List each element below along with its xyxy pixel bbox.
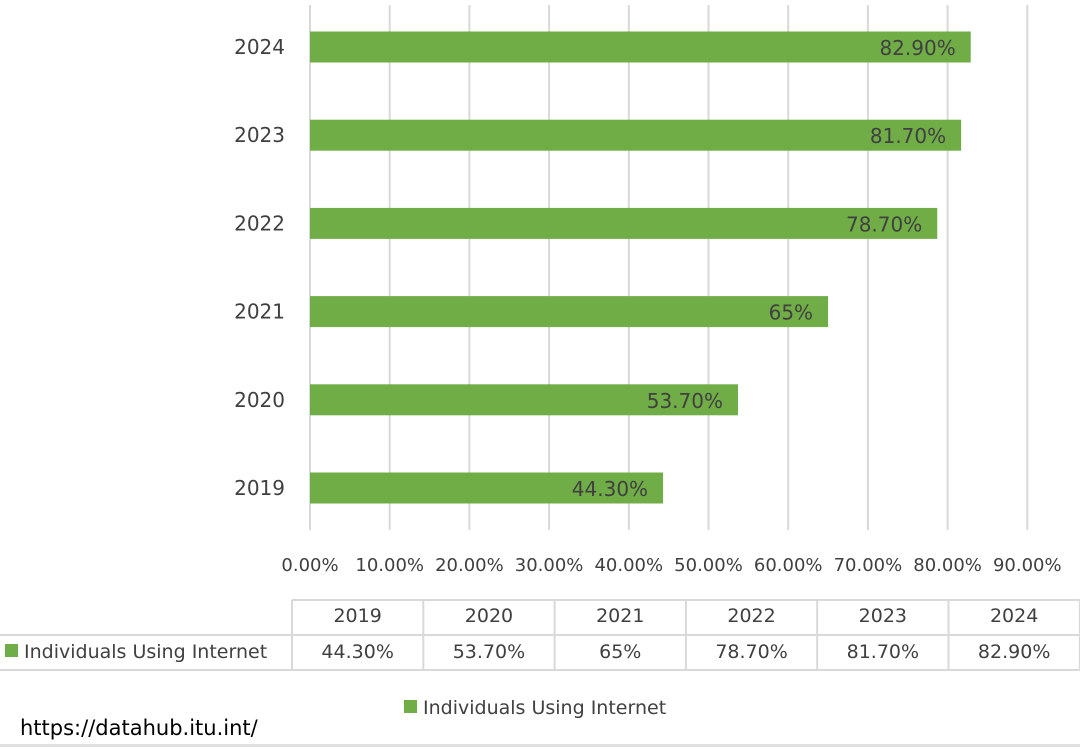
bar <box>310 384 738 416</box>
x-tick-label: 10.00% <box>355 555 424 576</box>
bar-data-label: 65% <box>769 301 813 325</box>
y-category-label: 2024 <box>234 35 285 59</box>
bar-data-label: 53.70% <box>647 389 723 413</box>
y-category-label: 2022 <box>234 211 285 235</box>
y-category-label: 2019 <box>234 476 285 500</box>
x-tick-label: 90.00% <box>993 555 1062 576</box>
bar <box>310 31 971 63</box>
bar <box>310 296 829 328</box>
table-header-cell: 2021 <box>596 605 644 627</box>
table-header-cell: 2020 <box>465 605 513 627</box>
table-legend-key <box>5 644 18 657</box>
table-header-cell: 2023 <box>859 605 907 627</box>
x-tick-label: 30.00% <box>515 555 584 576</box>
y-category-label: 2020 <box>234 388 285 412</box>
y-category-label: 2023 <box>234 123 285 147</box>
table-value-cell: 82.90% <box>978 641 1050 663</box>
source-url[interactable]: https://datahub.itu.int/ <box>20 716 258 740</box>
bar-data-label: 82.90% <box>879 36 955 60</box>
table-value-cell: 81.70% <box>847 641 919 663</box>
bar <box>310 472 664 504</box>
bar-data-label: 78.70% <box>846 212 922 236</box>
legend-label: Individuals Using Internet <box>423 697 666 719</box>
table-value-cell: 53.70% <box>453 641 525 663</box>
table-header-cell: 2024 <box>990 605 1038 627</box>
y-category-label: 2021 <box>234 300 285 324</box>
bar <box>310 207 938 239</box>
table-header-cell: 2019 <box>333 605 381 627</box>
legend-key <box>404 700 417 713</box>
bar-data-label: 81.70% <box>870 124 946 148</box>
x-tick-label: 70.00% <box>834 555 903 576</box>
x-tick-label: 20.00% <box>435 555 504 576</box>
table-series-name: Individuals Using Internet <box>24 641 267 663</box>
x-tick-label: 60.00% <box>754 555 823 576</box>
bar-data-label: 44.30% <box>572 477 648 501</box>
bottom-divider <box>0 744 1080 747</box>
x-tick-label: 0.00% <box>281 555 338 576</box>
x-tick-label: 40.00% <box>594 555 663 576</box>
x-tick-label: 80.00% <box>913 555 982 576</box>
x-tick-label: 50.00% <box>674 555 743 576</box>
table-value-cell: 78.70% <box>715 641 787 663</box>
table-value-cell: 44.30% <box>321 641 393 663</box>
table-value-cell: 65% <box>599 641 641 663</box>
bar <box>310 119 962 151</box>
table-header-cell: 2022 <box>727 605 775 627</box>
